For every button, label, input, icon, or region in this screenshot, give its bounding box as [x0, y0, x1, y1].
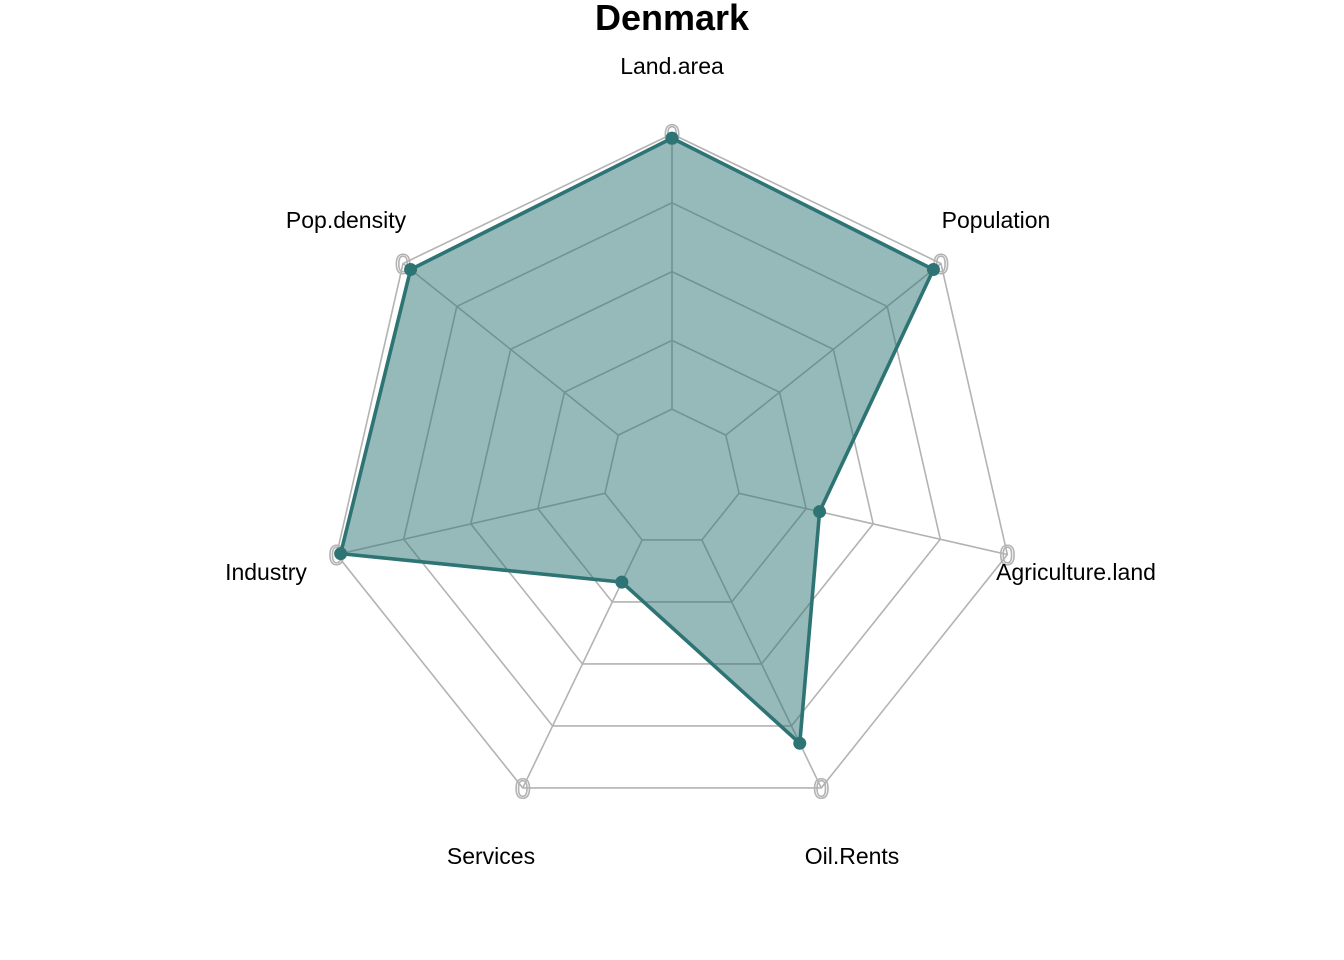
series-area — [338, 136, 936, 746]
axis-label-pop-density: Pop.density — [286, 207, 407, 233]
grid-ring-5 — [335, 133, 1009, 789]
data-point-population — [926, 263, 940, 277]
tick-label-agriculture-land: 0 — [1000, 540, 1016, 571]
axis-label-land-area: Land.area — [620, 53, 724, 79]
chart-title: Denmark — [594, 0, 750, 38]
data-point-oil-rents — [793, 736, 807, 750]
axis-label-population: Population — [942, 207, 1051, 233]
radar-series — [334, 131, 940, 750]
axis-label-industry: Industry — [225, 559, 307, 585]
data-point-services — [615, 575, 629, 589]
axis-labels: Land.area Population Agriculture.land Oil.R… — [225, 53, 1156, 869]
data-point-industry — [334, 547, 348, 561]
axis-label-services: Services — [447, 843, 535, 869]
data-point-pop-density — [404, 263, 418, 277]
axis-label-agriculture-land: Agriculture.land — [996, 559, 1156, 585]
tick-label-oil-rents: 0 — [813, 773, 829, 804]
axis-label-oil-rents: Oil.Rents — [805, 843, 900, 869]
data-point-land-area — [665, 131, 679, 145]
data-point-agriculture-land — [813, 505, 827, 519]
tick-label-services: 0 — [515, 773, 531, 804]
